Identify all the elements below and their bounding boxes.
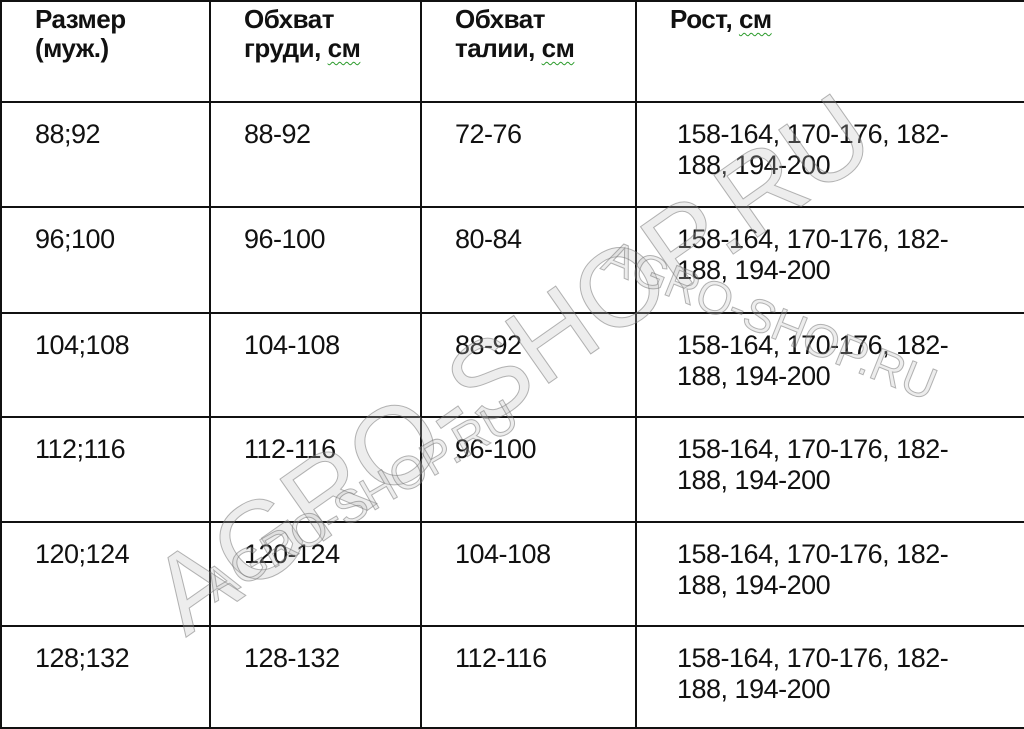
cell-text: 128;132 — [35, 643, 130, 673]
cell-text: 188, 194-200 — [677, 150, 831, 180]
header-unit: см — [327, 33, 361, 63]
cell-text: 188, 194-200 — [677, 674, 831, 704]
cell-text: 188, 194-200 — [677, 465, 831, 495]
cell-text: 158-164, 170-176, 182- — [677, 224, 949, 254]
header-text: Размер — [35, 4, 126, 34]
cell-text: 188, 194-200 — [677, 255, 831, 285]
cell-chest: 112-116 — [209, 416, 422, 523]
cell-height: 158-164, 170-176, 182- 188, 194-200 — [635, 521, 1024, 627]
cell-text: 158-164, 170-176, 182- — [677, 330, 949, 360]
table-row: 88;92 88-92 72-76 158-164, 170-176, 182-… — [0, 101, 1024, 208]
header-text: талии, — [455, 33, 535, 63]
cell-waist: 96-100 — [420, 416, 637, 523]
cell-text: 158-164, 170-176, 182- — [677, 119, 949, 149]
header-unit: см — [541, 33, 575, 63]
cell-chest: 96-100 — [209, 206, 422, 314]
cell-waist: 80-84 — [420, 206, 637, 314]
table-row: 120;124 120-124 104-108 158-164, 170-176… — [0, 521, 1024, 627]
cell-text: 104-108 — [244, 330, 340, 360]
header-chest: Обхват груди, см — [209, 0, 422, 103]
cell-text: 96;100 — [35, 224, 115, 254]
cell-size: 120;124 — [0, 521, 211, 627]
cell-text: 120;124 — [35, 539, 130, 569]
header-size: Размер (муж.) — [0, 0, 211, 103]
cell-chest: 88-92 — [209, 101, 422, 208]
cell-text: 158-164, 170-176, 182- — [677, 643, 949, 673]
cell-text: 128-132 — [244, 643, 340, 673]
header-text: Обхват — [244, 4, 334, 34]
cell-size: 96;100 — [0, 206, 211, 314]
cell-waist: 88-92 — [420, 312, 637, 418]
header-text: Рост, — [670, 4, 733, 34]
cell-text: 112-116 — [455, 643, 547, 673]
header-text: Обхват — [455, 4, 545, 34]
cell-size: 88;92 — [0, 101, 211, 208]
cell-chest: 104-108 — [209, 312, 422, 418]
cell-chest: 128-132 — [209, 625, 422, 729]
table-row: 112;116 112-116 96-100 158-164, 170-176,… — [0, 416, 1024, 523]
cell-height: 158-164, 170-176, 182- 188, 194-200 — [635, 625, 1024, 729]
cell-waist: 104-108 — [420, 521, 637, 627]
cell-text: 104;108 — [35, 330, 130, 360]
cell-text: 96-100 — [244, 224, 326, 254]
cell-height: 158-164, 170-176, 182- 188, 194-200 — [635, 206, 1024, 314]
table-row: 104;108 104-108 88-92 158-164, 170-176, … — [0, 312, 1024, 418]
table-row: 96;100 96-100 80-84 158-164, 170-176, 18… — [0, 206, 1024, 314]
cell-chest: 120-124 — [209, 521, 422, 627]
cell-height: 158-164, 170-176, 182- 188, 194-200 — [635, 312, 1024, 418]
cell-height: 158-164, 170-176, 182- 188, 194-200 — [635, 101, 1024, 208]
cell-text: 80-84 — [455, 224, 522, 254]
cell-size: 128;132 — [0, 625, 211, 729]
cell-text: 72-76 — [455, 119, 522, 149]
cell-text: 158-164, 170-176, 182- — [677, 539, 949, 569]
cell-text: 104-108 — [455, 539, 551, 569]
table-row: 128;132 128-132 112-116 158-164, 170-176… — [0, 625, 1024, 729]
cell-text: 112;116 — [35, 434, 126, 464]
cell-text: 88-92 — [244, 119, 311, 149]
cell-text: 188, 194-200 — [677, 570, 831, 600]
header-height: Рост, см — [635, 0, 1024, 103]
cell-text: 88-92 — [455, 330, 522, 360]
header-text: груди, — [244, 33, 321, 63]
cell-text: 88;92 — [35, 119, 101, 149]
cell-waist: 72-76 — [420, 101, 637, 208]
header-row: Размер (муж.) Обхват груди, см Обхват талии… — [0, 0, 1024, 103]
cell-text: 188, 194-200 — [677, 361, 831, 391]
header-unit: см — [738, 4, 772, 34]
header-waist: Обхват талии, см — [420, 0, 637, 103]
cell-size: 104;108 — [0, 312, 211, 418]
cell-text: 158-164, 170-176, 182- — [677, 434, 949, 464]
cell-waist: 112-116 — [420, 625, 637, 729]
cell-height: 158-164, 170-176, 182- 188, 194-200 — [635, 416, 1024, 523]
header-text: (муж.) — [35, 33, 109, 63]
cell-text: 112-116 — [244, 434, 336, 464]
cell-text: 120-124 — [244, 539, 340, 569]
cell-size: 112;116 — [0, 416, 211, 523]
cell-text: 96-100 — [455, 434, 537, 464]
